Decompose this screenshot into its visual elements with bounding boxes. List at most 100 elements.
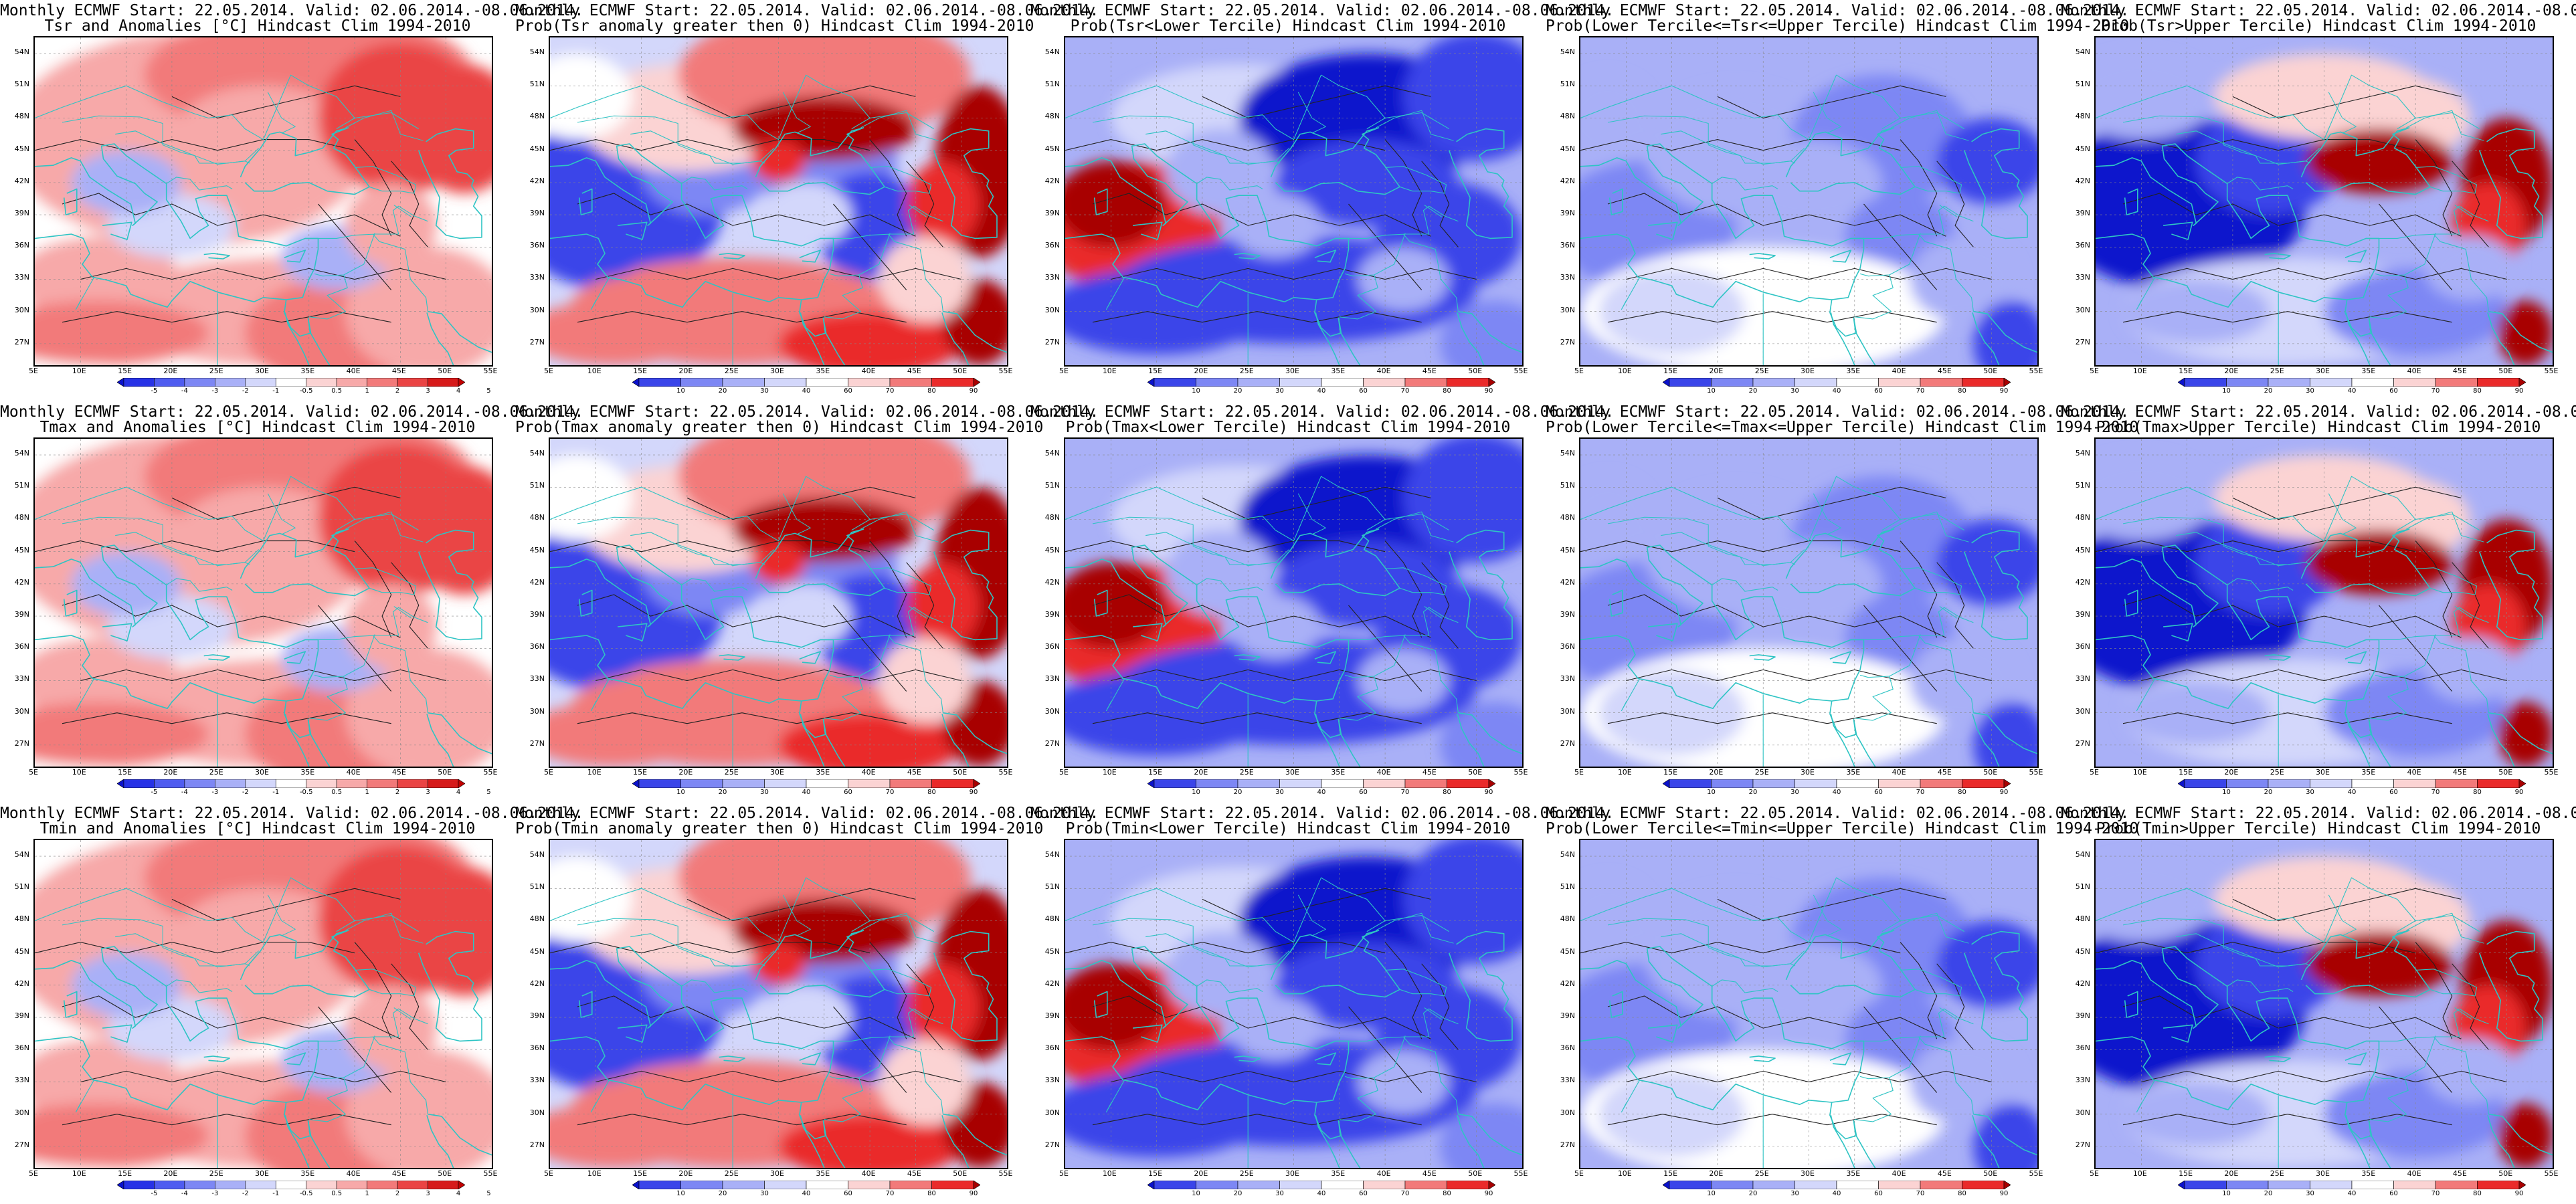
latitude-label: 36N xyxy=(14,642,29,651)
colorbar-max-arrow xyxy=(973,1180,981,1190)
colorbar-tick-label: -2 xyxy=(242,789,249,796)
latitude-label: 27N xyxy=(529,1140,545,1149)
colorbar-segment xyxy=(722,1180,765,1190)
latitude-label: 51N xyxy=(2075,80,2090,89)
latitude-label: 36N xyxy=(1560,241,1575,250)
climatology-contour xyxy=(171,888,401,922)
colorbar-segment xyxy=(931,1180,974,1190)
coastline xyxy=(1608,991,1623,1018)
colorbar-tick-label: 10 xyxy=(676,789,685,796)
country-border xyxy=(1580,74,1901,140)
river xyxy=(2328,92,2357,134)
longitude-label: 55E xyxy=(2029,367,2043,375)
colorbar-segment xyxy=(1363,377,1406,387)
climatology-contour xyxy=(318,203,392,290)
colorbar-segment xyxy=(2477,779,2520,789)
river xyxy=(1376,110,1454,141)
country-border xyxy=(590,678,610,712)
country-border xyxy=(2136,678,2156,712)
country-border xyxy=(2415,567,2478,595)
coastline xyxy=(2300,127,2431,195)
coastline xyxy=(1608,589,1623,617)
country-border xyxy=(870,166,932,194)
longitude-label: 50E xyxy=(953,367,968,375)
climatology-contour xyxy=(2141,268,2507,280)
longitude-label: 5E xyxy=(29,367,38,375)
latitude-label: 54N xyxy=(14,449,29,458)
coastline xyxy=(943,1113,1007,1156)
latitude-label: 39N xyxy=(1044,610,1060,619)
climatology-contour xyxy=(2096,942,2416,954)
longitude-label: 45E xyxy=(1422,1169,1437,1178)
longitude-label: 50E xyxy=(953,768,968,777)
coastline xyxy=(1457,312,1485,365)
colorbar-segment xyxy=(1404,779,1447,789)
coastline xyxy=(2163,623,2193,641)
climatology-contour xyxy=(2096,540,2416,553)
latitude-label: 51N xyxy=(529,481,545,490)
latitude-label: 45N xyxy=(1560,545,1575,555)
coastline xyxy=(550,544,834,709)
colorbar-tick-label: 80 xyxy=(927,789,936,796)
river xyxy=(577,918,775,968)
latitude-label: 48N xyxy=(1044,112,1060,121)
longitude-label: 15E xyxy=(1663,1169,1678,1178)
longitude-label: 50E xyxy=(1983,1169,1998,1178)
latitude-label: 48N xyxy=(1044,914,1060,924)
river xyxy=(345,110,424,141)
climatology-contour xyxy=(391,562,428,649)
colorbar-segment xyxy=(1154,377,1196,387)
colorbar-tick-label: 2 xyxy=(395,387,400,395)
colorbar-segment xyxy=(2351,377,2394,387)
latitude-label: 30N xyxy=(2075,706,2090,716)
panel-title: Prob(Lower Tercile<=Tmax<=Upper Tercile)… xyxy=(1546,419,2139,436)
colorbar-segment xyxy=(1711,779,1754,789)
river xyxy=(1891,511,1969,542)
latitude-label: 39N xyxy=(14,610,29,619)
colorbar-segment xyxy=(2268,377,2310,387)
longitude-label: 40E xyxy=(1376,367,1391,375)
longitude-label: 35E xyxy=(816,367,830,375)
coastline xyxy=(2345,312,2371,365)
coastline xyxy=(428,310,492,353)
colorbar-segment xyxy=(2184,1180,2227,1190)
longitude-label: 45E xyxy=(2452,367,2467,375)
longitude-label: 50E xyxy=(1468,768,1483,777)
longitude-label: 50E xyxy=(438,768,452,777)
climatology-contour xyxy=(1111,268,1477,280)
colorbar-tick-label: 70 xyxy=(1400,789,1410,796)
colorbar-segment xyxy=(889,779,932,789)
coastline xyxy=(1830,1115,1855,1168)
latitude-label: 42N xyxy=(14,577,29,587)
coastline xyxy=(2124,188,2138,215)
panel-header-line: Monthly ECMWF Start: 22.05.2014. Valid: … xyxy=(0,2,584,19)
latitude-label: 36N xyxy=(1044,241,1060,250)
longitude-label: 40E xyxy=(2407,1169,2421,1178)
climatology-contour xyxy=(1348,1006,1422,1093)
longitude-label: 35E xyxy=(1331,768,1346,777)
colorbar-tick-label: -4 xyxy=(181,789,188,796)
longitude-label: 30E xyxy=(1285,1169,1299,1178)
shaded-region xyxy=(1229,193,1321,258)
coastline xyxy=(426,714,454,767)
longitude-label: 20E xyxy=(163,1169,178,1178)
country-border xyxy=(166,177,233,191)
latitude-label: 39N xyxy=(529,1011,545,1021)
longitude-label: 5E xyxy=(1574,1169,1584,1178)
colorbar-segment xyxy=(889,377,932,387)
longitude-label: 15E xyxy=(2179,367,2193,375)
colorbar-tick-label: -5 xyxy=(151,789,158,796)
river xyxy=(1813,92,1841,134)
longitude-label: 10E xyxy=(1102,367,1117,375)
country-border xyxy=(870,969,932,997)
colorbar-tick-label: 10 xyxy=(2222,1190,2231,1197)
longitude-label: 55E xyxy=(1513,367,1528,375)
colorbar-segment xyxy=(2226,779,2269,789)
country-border xyxy=(1344,1035,1406,1080)
coastline xyxy=(578,188,593,215)
latitude-label: 30N xyxy=(1560,305,1575,314)
longitude-label: 45E xyxy=(907,367,921,375)
coastline xyxy=(933,128,998,239)
river xyxy=(267,894,296,936)
colorbar-tick-label: 2 xyxy=(395,789,400,796)
